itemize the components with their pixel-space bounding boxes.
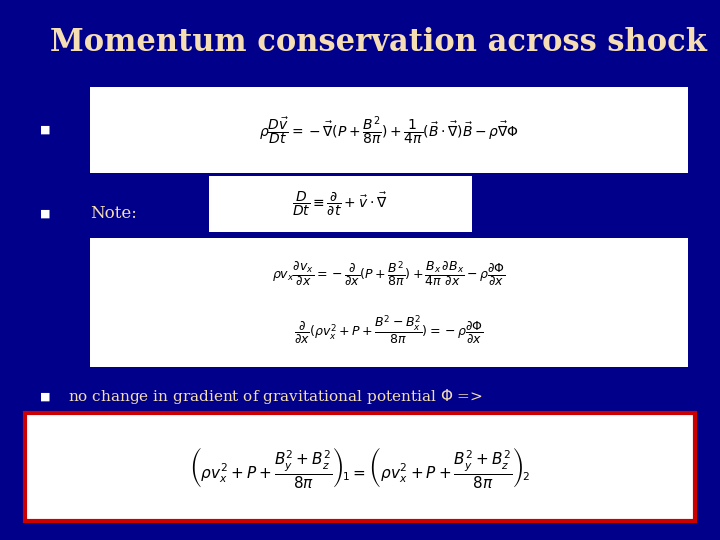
Text: $\left(\rho v_x^2+P+\dfrac{B_y^2+B_z^2}{8\pi}\right)_{\!1}=\left(\rho v_x^2+P+\d: $\left(\rho v_x^2+P+\dfrac{B_y^2+B_z^2}{… (189, 444, 531, 490)
Text: Note:: Note: (90, 205, 137, 222)
Text: no change in gradient of gravitational potential $\Phi$ =>: no change in gradient of gravitational p… (68, 387, 483, 407)
Text: $\rho\dfrac{D\vec{v}}{Dt} = -\vec{\nabla}(P+\dfrac{B^2}{8\pi})+\dfrac{1}{4\pi}(\: $\rho\dfrac{D\vec{v}}{Dt} = -\vec{\nabla… (258, 114, 519, 146)
Text: $\rho v_x\dfrac{\partial v_x}{\partial x} = -\dfrac{\partial}{\partial x}(P+\dfr: $\rho v_x\dfrac{\partial v_x}{\partial x… (272, 259, 505, 288)
Text: ■: ■ (40, 125, 50, 135)
FancyBboxPatch shape (25, 413, 695, 521)
FancyBboxPatch shape (90, 238, 688, 367)
Text: ■: ■ (40, 208, 50, 218)
FancyBboxPatch shape (209, 176, 472, 232)
Text: ■: ■ (40, 392, 50, 402)
Text: $\dfrac{\partial}{\partial x}(\rho v_x^2+P+\dfrac{B^2-B_x^2}{8\pi})=-\rho\dfrac{: $\dfrac{\partial}{\partial x}(\rho v_x^2… (294, 314, 484, 347)
Text: Momentum conservation across shock: Momentum conservation across shock (50, 27, 707, 58)
FancyBboxPatch shape (90, 87, 688, 173)
Text: $\dfrac{D}{Dt} \equiv \dfrac{\partial}{\partial t}+\vec{v}\cdot\vec{\nabla}$: $\dfrac{D}{Dt} \equiv \dfrac{\partial}{\… (292, 190, 388, 218)
